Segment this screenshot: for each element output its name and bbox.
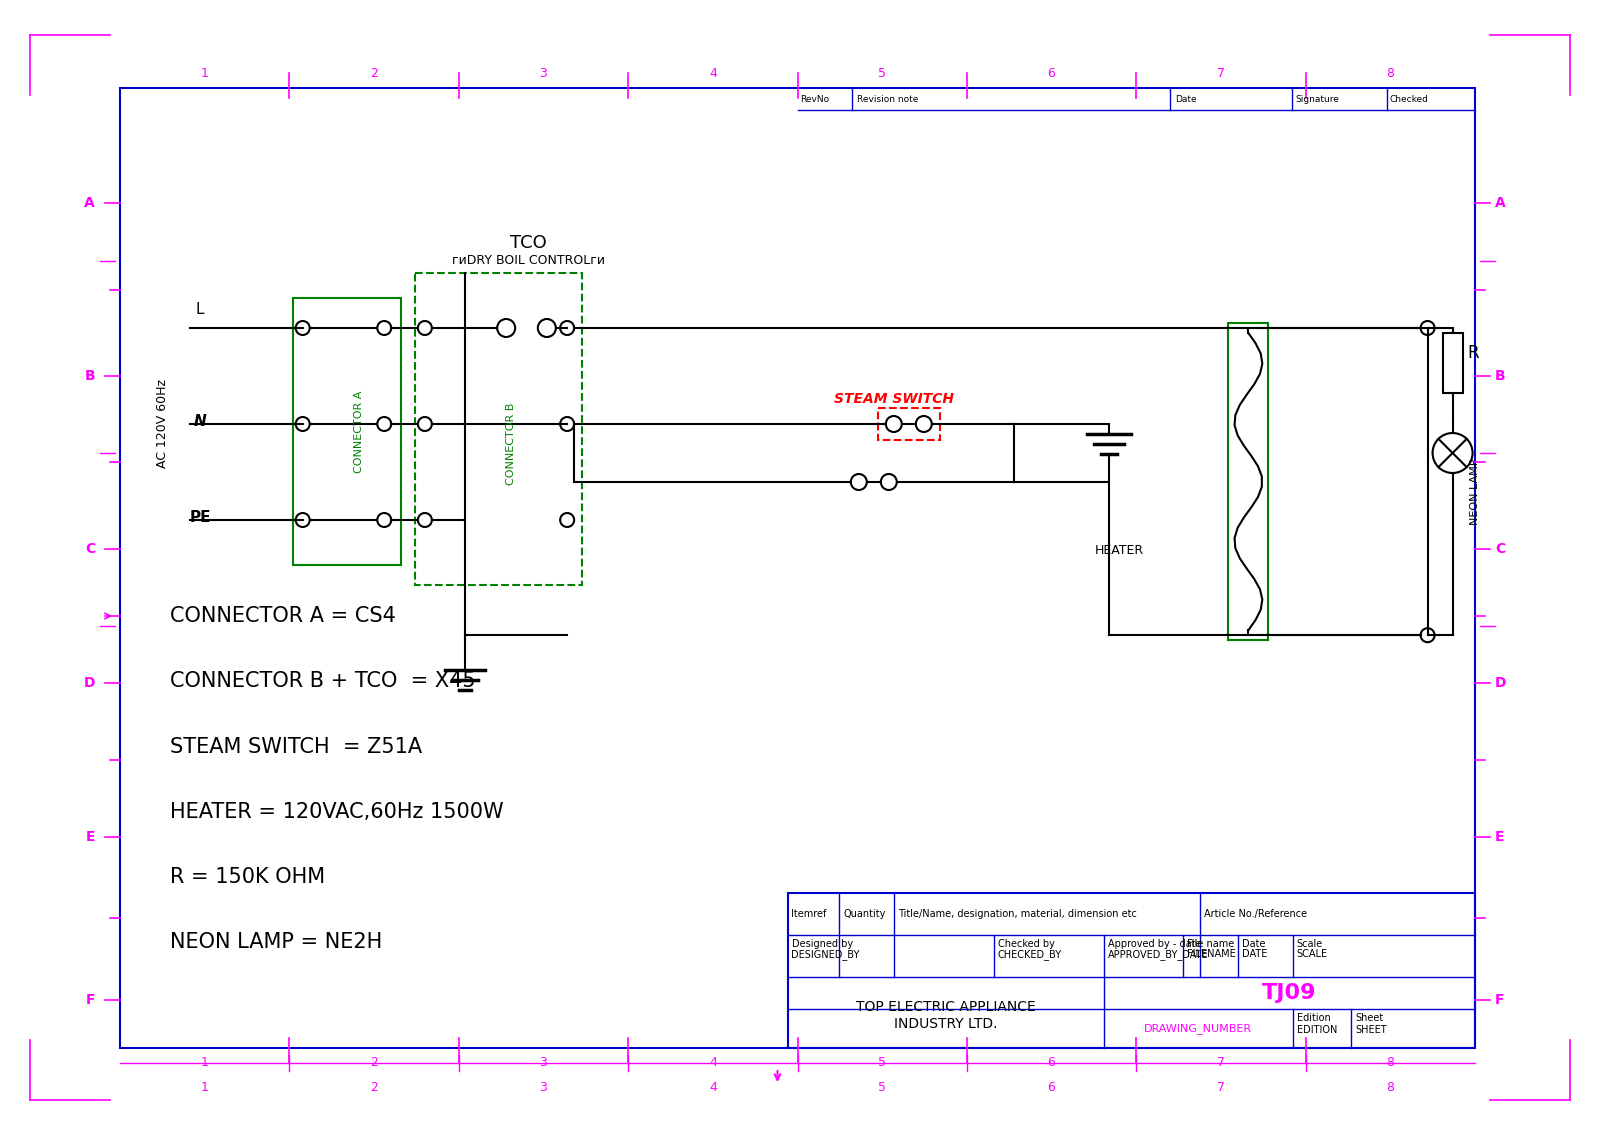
Text: Checked: Checked: [1390, 95, 1429, 104]
Text: File name: File name: [1187, 939, 1234, 949]
Text: R = 150K OHM: R = 150K OHM: [170, 867, 325, 887]
Text: Designed by: Designed by: [792, 939, 853, 949]
Text: 6: 6: [1048, 1081, 1056, 1094]
Text: Itemref: Itemref: [792, 909, 827, 918]
Bar: [787, 893, 1475, 1048]
Text: CONNECTOR B + TCO  = X45: CONNECTOR B + TCO = X45: [170, 672, 475, 691]
Text: TJ09: TJ09: [1262, 983, 1317, 1003]
Text: FILENAME: FILENAME: [1187, 949, 1235, 959]
Text: D: D: [1494, 676, 1507, 690]
Text: гиDRY BOIL CONTROLги: гиDRY BOIL CONTROLги: [453, 254, 605, 268]
Text: EDITION: EDITION: [1298, 1025, 1338, 1035]
Text: Quantity: Quantity: [843, 909, 885, 918]
Bar: [414, 273, 582, 585]
Text: C: C: [85, 542, 94, 555]
Text: Signature: Signature: [1294, 95, 1339, 104]
Text: 4: 4: [709, 1056, 717, 1069]
Text: SCALE: SCALE: [1298, 949, 1328, 959]
Text: Sheet: Sheet: [1355, 1013, 1384, 1024]
Text: A: A: [1494, 196, 1506, 210]
Text: STEAM SWITCH: STEAM SWITCH: [834, 392, 954, 406]
Text: CONNECTOR A = CS4: CONNECTOR A = CS4: [170, 606, 395, 625]
Text: DRAWING_NUMBER: DRAWING_NUMBER: [1144, 1024, 1253, 1034]
Text: 3: 3: [539, 67, 547, 80]
Text: SHEET: SHEET: [1355, 1025, 1387, 1035]
Text: 8: 8: [1386, 1081, 1394, 1094]
Text: F: F: [1494, 993, 1504, 1007]
Text: DATE: DATE: [1242, 949, 1267, 959]
Text: 2: 2: [370, 67, 378, 80]
Bar: [878, 408, 939, 440]
Bar: [1443, 333, 1462, 392]
Text: 7: 7: [1218, 67, 1226, 80]
Text: Approved by - date: Approved by - date: [1107, 939, 1202, 949]
Text: E: E: [1494, 830, 1504, 844]
Text: C: C: [1494, 542, 1506, 555]
Text: CHECKED_BY: CHECKED_BY: [998, 949, 1062, 960]
Text: 7: 7: [1218, 1081, 1226, 1094]
Text: CONNECTOR B: CONNECTOR B: [506, 403, 515, 485]
Text: B: B: [1494, 369, 1506, 383]
Text: HEATER: HEATER: [1094, 544, 1144, 556]
Text: Article No./Reference: Article No./Reference: [1205, 909, 1307, 918]
Text: B: B: [85, 369, 94, 383]
Text: 7: 7: [1218, 1056, 1226, 1069]
Text: TCO: TCO: [510, 234, 547, 252]
Text: Edition: Edition: [1298, 1013, 1331, 1024]
Text: 5: 5: [878, 1081, 886, 1094]
Text: D: D: [83, 676, 94, 690]
Text: 6: 6: [1048, 1056, 1056, 1069]
Text: 6: 6: [1048, 67, 1056, 80]
Text: F: F: [85, 993, 94, 1007]
Text: E: E: [85, 830, 94, 844]
Bar: [293, 297, 402, 566]
Text: 8: 8: [1386, 67, 1394, 80]
Text: DESIGNED_BY: DESIGNED_BY: [792, 949, 859, 960]
Text: Scale: Scale: [1298, 939, 1323, 949]
Text: 3: 3: [539, 1081, 547, 1094]
Text: R: R: [1467, 344, 1480, 362]
Text: 1: 1: [200, 1081, 208, 1094]
Text: Revision note: Revision note: [856, 95, 918, 104]
Text: HEATER = 120VAC,60Hz 1500W: HEATER = 120VAC,60Hz 1500W: [170, 802, 504, 822]
Text: TOP ELECTRIC APPLIANCE: TOP ELECTRIC APPLIANCE: [856, 1000, 1035, 1015]
Text: 2: 2: [370, 1056, 378, 1069]
Text: L: L: [195, 302, 205, 318]
Text: A: A: [85, 196, 94, 210]
Text: CONNECTOR A: CONNECTOR A: [354, 390, 363, 473]
Text: RevNo: RevNo: [800, 95, 830, 104]
Text: INDUSTRY LTD.: INDUSTRY LTD.: [894, 1018, 997, 1031]
Text: 5: 5: [878, 67, 886, 80]
Text: Date: Date: [1174, 95, 1197, 104]
Text: Date: Date: [1242, 939, 1266, 949]
Text: 1: 1: [200, 67, 208, 80]
Text: 1: 1: [200, 1056, 208, 1069]
Text: 2: 2: [370, 1081, 378, 1094]
Text: N: N: [194, 414, 206, 429]
Bar: [1229, 323, 1269, 640]
Text: Title/Name, designation, material, dimension etc: Title/Name, designation, material, dimen…: [898, 909, 1138, 918]
Text: 3: 3: [539, 1056, 547, 1069]
Text: 8: 8: [1386, 1056, 1394, 1069]
Bar: [120, 88, 1475, 1048]
Text: STEAM SWITCH  = Z51A: STEAM SWITCH = Z51A: [170, 736, 422, 757]
Text: 4: 4: [709, 67, 717, 80]
Text: AC 120V 60Hz: AC 120V 60Hz: [155, 380, 168, 468]
Text: 4: 4: [709, 1081, 717, 1094]
Text: APPROVED_BY_DATE: APPROVED_BY_DATE: [1107, 949, 1208, 960]
Text: NEON LAMP: NEON LAMP: [1469, 458, 1480, 525]
Text: NEON LAMP = NE2H: NEON LAMP = NE2H: [170, 932, 382, 952]
Text: PE: PE: [189, 509, 211, 525]
Text: 5: 5: [878, 1056, 886, 1069]
Text: Checked by: Checked by: [998, 939, 1054, 949]
